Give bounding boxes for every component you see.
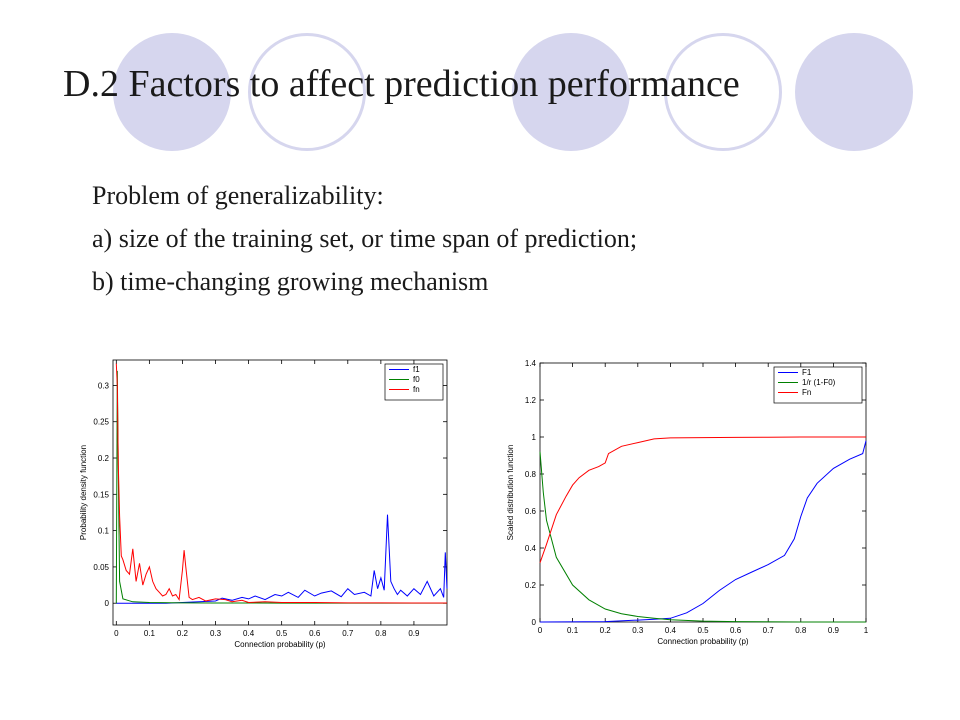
y-tick-label: 0 — [532, 618, 537, 627]
y-tick-label: 0.3 — [98, 381, 110, 390]
decor-circle-5 — [795, 33, 913, 151]
legend-label: f1 — [413, 365, 420, 374]
x-tick-label: 0.8 — [795, 626, 807, 635]
legend-label: 1/r (1-F0) — [802, 378, 836, 387]
y-tick-label: 0.15 — [93, 490, 109, 499]
x-tick-label: 0.1 — [144, 629, 156, 638]
y-tick-label: 1 — [532, 433, 537, 442]
decor-circle-3 — [512, 33, 630, 151]
x-tick-label: 0.7 — [763, 626, 775, 635]
x-tick-label: 0.4 — [243, 629, 255, 638]
x-tick-label: 0.2 — [177, 629, 189, 638]
decor-circle-2 — [248, 33, 366, 151]
bullet-line: Problem of generalizability: — [92, 181, 384, 210]
x-tick-label: 0.3 — [632, 626, 644, 635]
x-tick-label: 0.5 — [276, 629, 288, 638]
legend-label: Fn — [802, 388, 811, 397]
series-line-f1 — [116, 514, 448, 604]
y-tick-label: 1.4 — [525, 359, 537, 368]
decor-circle-1 — [113, 33, 231, 151]
bullet-line: b) time-changing growing mechanism — [92, 267, 489, 296]
legend-label: f0 — [413, 375, 420, 384]
x-tick-label: 1 — [864, 626, 869, 635]
y-axis-label: Scaled distribution function — [506, 445, 515, 541]
y-tick-label: 0.4 — [525, 544, 537, 553]
series-line-fn — [115, 363, 447, 604]
x-tick-label: 0.6 — [309, 629, 321, 638]
y-tick-label: 0 — [105, 599, 110, 608]
plot-area — [112, 359, 448, 626]
x-tick-label: 0.3 — [210, 629, 222, 638]
x-tick-label: 0.9 — [828, 626, 840, 635]
y-tick-label: 0.1 — [98, 527, 110, 536]
legend-label: F1 — [802, 368, 812, 377]
x-tick-label: 0.5 — [697, 626, 709, 635]
y-axis-label: Probability density function — [79, 445, 88, 540]
y-tick-label: 0.8 — [525, 470, 537, 479]
y-tick-label: 0.2 — [525, 581, 537, 590]
y-tick-label: 0.25 — [93, 418, 109, 427]
y-tick-label: 0.6 — [525, 507, 537, 516]
x-tick-label: 0.8 — [375, 629, 387, 638]
x-tick-label: 0 — [114, 629, 119, 638]
x-axis-label: Connection probability (p) — [657, 637, 748, 646]
slide-title: D.2 Factors to affect prediction perform… — [63, 63, 740, 105]
series-line-1-r-1-f0- — [539, 451, 866, 623]
x-tick-label: 0.4 — [665, 626, 677, 635]
y-tick-label: 0.2 — [98, 454, 110, 463]
x-tick-label: 0.1 — [567, 626, 579, 635]
y-tick-label: 1.2 — [525, 396, 537, 405]
series-line-fn — [539, 436, 866, 563]
legend-label: fn — [413, 385, 420, 394]
bullet-list: Problem of generalizability: a) size of … — [92, 174, 637, 303]
x-tick-label: 0.9 — [408, 629, 420, 638]
y-tick-label: 0.05 — [93, 563, 109, 572]
x-tick-label: 0 — [538, 626, 543, 635]
x-tick-label: 0.6 — [730, 626, 742, 635]
bullet-line: a) size of the training set, or time spa… — [92, 224, 638, 253]
x-tick-label: 0.2 — [600, 626, 612, 635]
decor-circle-4 — [664, 33, 782, 151]
x-axis-label: Connection probability (p) — [234, 640, 325, 649]
x-tick-label: 0.7 — [342, 629, 354, 638]
